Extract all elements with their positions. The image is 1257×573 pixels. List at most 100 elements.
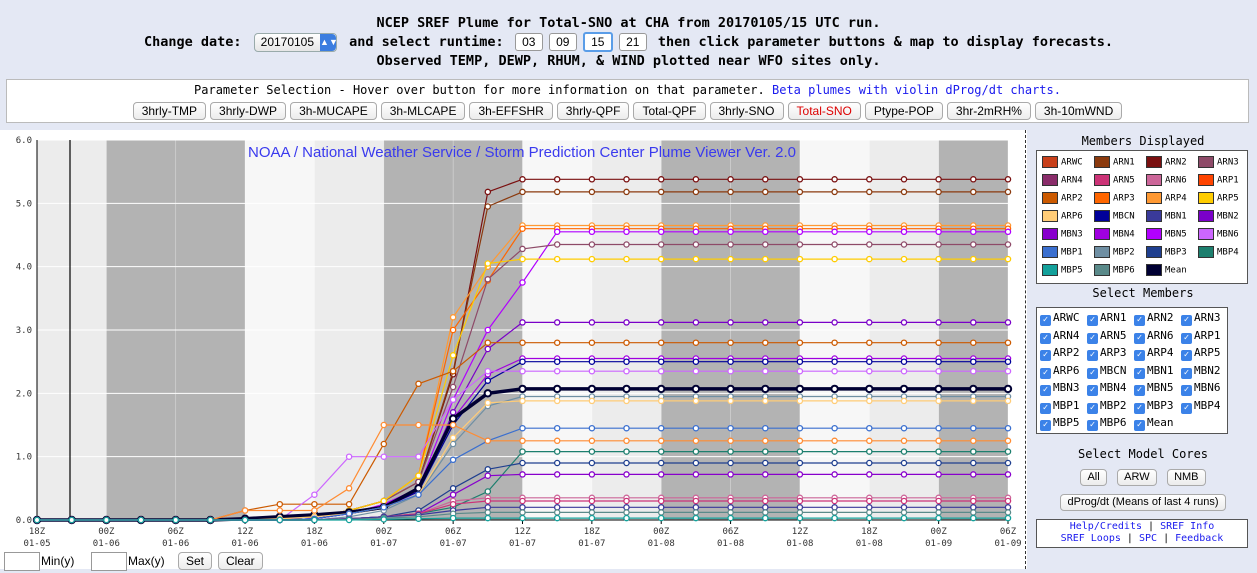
param-button-3hrly-qpf[interactable]: 3hrly-QPF [556,102,630,120]
member-checkbox-mbn6[interactable]: ✓ MBN6 [1181,381,1221,396]
data-point-arn3 [588,241,596,248]
member-checkbox-mbn2[interactable]: ✓ MBN2 [1181,364,1221,379]
sref-info-link[interactable]: SREF Info [1160,521,1215,532]
member-checkbox-mbp5[interactable]: ✓ MBP5 [1040,416,1080,431]
data-point-mbn3 [484,472,492,479]
member-checkbox-arn6[interactable]: ✓ ARN6 [1134,329,1174,344]
data-point-arn3 [900,241,908,248]
help-credits-link[interactable]: Help/Credits [1069,521,1142,532]
data-point-mbcn [970,358,977,365]
member-checkbox-arp2[interactable]: ✓ ARP2 [1040,346,1080,361]
checkmark-icon[interactable]: ✓ [1040,315,1051,326]
member-checkbox-mbp3[interactable]: ✓ MBP3 [1134,399,1174,414]
param-button-3h-mucape[interactable]: 3h-MUCAPE [290,102,377,120]
checkmark-icon[interactable]: ✓ [1087,350,1098,361]
set-button[interactable]: Set [178,552,213,570]
member-checkbox-mbn3[interactable]: ✓ MBN3 [1040,381,1080,396]
checkmark-icon[interactable]: ✓ [1134,420,1145,431]
date-select[interactable]: 20170105 ▲▼ [253,32,338,52]
member-checkbox-mbp2[interactable]: ✓ MBP2 [1087,399,1127,414]
runtime-15[interactable]: 15 [582,32,613,52]
checkmark-icon[interactable]: ✓ [1040,350,1051,361]
member-checkbox-arp4[interactable]: ✓ ARP4 [1134,346,1174,361]
checkmark-icon[interactable]: ✓ [1134,332,1145,344]
checkmark-icon[interactable]: ✓ [1040,385,1051,396]
data-point-arn2 [553,176,561,183]
param-button-3h-mlcape[interactable]: 3h-MLCAPE [380,102,466,120]
member-checkbox-arp1[interactable]: ✓ ARP1 [1181,329,1221,344]
checkmark-icon[interactable]: ✓ [1181,402,1192,414]
clear-button[interactable]: Clear [218,552,263,570]
param-button-3hrly-sno[interactable]: 3hrly-SNO [709,102,784,120]
checkmark-icon[interactable]: ✓ [1087,385,1098,396]
legend-item-arp4: ARP4 [1146,192,1187,204]
param-button-total-sno[interactable]: Total-SNO [787,102,861,120]
x-tick-hour: 06Z [445,527,462,537]
member-checkbox-mbp4[interactable]: ✓ MBP4 [1181,399,1221,414]
checkmark-icon[interactable]: ✓ [1134,385,1145,396]
checkmark-icon[interactable]: ✓ [1087,420,1098,431]
member-checkbox-mbcn[interactable]: ✓ MBCN [1087,364,1127,379]
member-checkbox-mbn1[interactable]: ✓ MBN1 [1134,364,1174,379]
data-point-mbn6 [623,367,630,375]
checkmark-icon[interactable]: ✓ [1134,315,1145,326]
checkmark-icon[interactable]: ✓ [1181,332,1192,344]
member-checkbox-arp5[interactable]: ✓ ARP5 [1181,346,1221,361]
param-button-3h-10mwnd[interactable]: 3h-10mWND [1034,102,1123,120]
member-checkbox-mbn4[interactable]: ✓ MBN4 [1087,381,1127,396]
checkmark-icon[interactable]: ✓ [1040,367,1051,379]
min-y-input[interactable] [4,552,40,571]
checkmark-icon[interactable]: ✓ [1087,367,1098,379]
data-point-mbcn [900,358,908,365]
sref-loops-link[interactable]: SREF Loops [1060,533,1121,544]
core-nmb-button[interactable]: NMB [1167,469,1206,486]
member-checkbox-arp3[interactable]: ✓ ARP3 [1087,346,1127,361]
members-displayed-title: Members Displayed [1081,134,1205,148]
member-checkbox-arn3[interactable]: ✓ ARN3 [1181,311,1221,326]
data-point-mbp5 [553,514,561,522]
runtime-09[interactable]: 09 [548,33,577,51]
checkmark-icon[interactable]: ✓ [1134,402,1145,414]
dprog-button[interactable]: dProg/dt (Means of last 4 runs) [1060,494,1226,511]
checkmark-icon[interactable]: ✓ [1134,367,1145,379]
data-point-mbp5 [484,514,492,522]
checkmark-icon[interactable]: ✓ [1134,350,1145,361]
param-button-ptype-pop[interactable]: Ptype-POP [864,102,943,120]
checkmark-icon[interactable]: ✓ [1087,332,1098,344]
checkmark-icon[interactable]: ✓ [1181,385,1192,396]
member-checkbox-arn2[interactable]: ✓ ARN2 [1134,311,1174,326]
y-tick-label: 2.0 [16,389,32,399]
checkmark-icon[interactable]: ✓ [1087,402,1098,414]
member-checkbox-arn4[interactable]: ✓ ARN4 [1040,329,1080,344]
member-checkbox-arn1[interactable]: ✓ ARN1 [1087,311,1127,326]
page-title: NCEP SREF Plume for Total-SNO at CHA fro… [376,15,881,31]
checkmark-icon[interactable]: ✓ [1181,367,1192,379]
checkmark-icon[interactable]: ✓ [1040,332,1051,344]
checkmark-icon[interactable]: ✓ [1181,315,1192,326]
core-arw-button[interactable]: ARW [1117,469,1157,486]
runtime-03[interactable]: 03 [514,33,543,51]
runtime-21[interactable]: 21 [618,33,647,51]
member-checkbox-mbn5[interactable]: ✓ MBN5 [1134,381,1174,396]
member-checkbox-mbp1[interactable]: ✓ MBP1 [1040,399,1080,414]
param-button-3h-effshr[interactable]: 3h-EFFSHR [469,102,553,120]
param-button-3hrly-dwp[interactable]: 3hrly-DWP [210,102,287,120]
member-checkbox-arp6[interactable]: ✓ ARP6 [1040,364,1080,379]
max-y-input[interactable] [91,552,127,571]
feedback-link[interactable]: Feedback [1175,533,1224,544]
member-checkbox-arn5[interactable]: ✓ ARN5 [1087,329,1127,344]
data-point-mbcn [831,358,838,365]
param-button-3hr-2mrh-[interactable]: 3hr-2mRH% [946,102,1031,120]
checkmark-icon[interactable]: ✓ [1040,420,1051,431]
checkmark-icon[interactable]: ✓ [1040,402,1051,414]
member-checkbox-mean[interactable]: ✓ Mean [1134,416,1174,431]
member-checkbox-mbp6[interactable]: ✓ MBP6 [1087,416,1127,431]
core-all-button[interactable]: All [1080,469,1107,486]
checkmark-icon[interactable]: ✓ [1087,315,1098,326]
param-button-total-qpf[interactable]: Total-QPF [633,102,706,120]
param-button-3hrly-tmp[interactable]: 3hrly-TMP [132,102,207,120]
checkmark-icon[interactable]: ✓ [1181,350,1192,361]
member-checkbox-arwc[interactable]: ✓ ARWC [1040,311,1080,326]
spc-link[interactable]: SPC [1138,533,1158,544]
beta-plumes-link[interactable]: Beta plumes with violin dProg/dt charts. [772,83,1061,97]
